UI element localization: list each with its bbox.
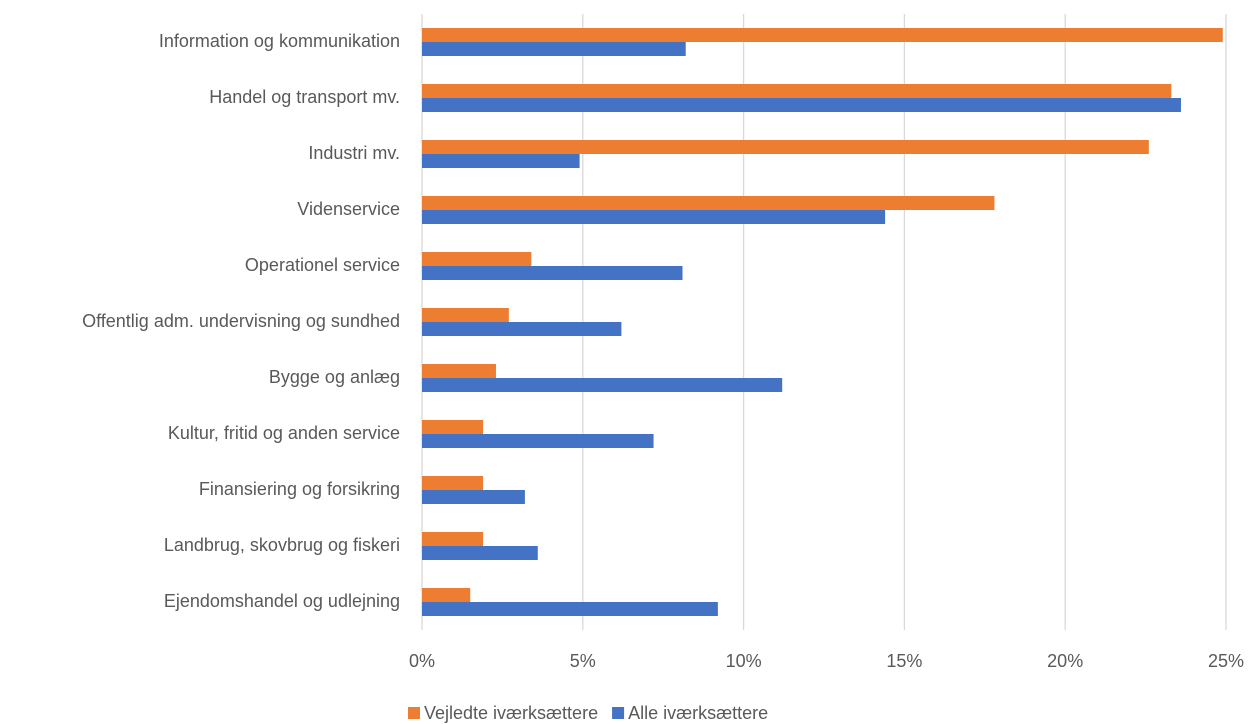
x-tick-label: 25%: [1208, 651, 1244, 671]
y-tick-label: Kultur, fritid og anden service: [168, 423, 400, 443]
bar: [422, 532, 484, 546]
bar: [422, 98, 1181, 112]
bar: [422, 196, 995, 210]
bar: [422, 210, 886, 224]
bar: [422, 42, 686, 56]
bar: [422, 266, 683, 280]
bar: [422, 420, 484, 434]
bar: [422, 154, 580, 168]
bar: [422, 476, 484, 490]
y-tick-label: Ejendomshandel og udlejning: [164, 591, 400, 611]
y-tick-label: Videnservice: [297, 199, 400, 219]
y-tick-label: Industri mv.: [308, 143, 400, 163]
bar: [422, 364, 496, 378]
bar: [422, 252, 532, 266]
x-tick-label: 20%: [1047, 651, 1083, 671]
y-tick-label: Operationel service: [245, 255, 400, 275]
y-tick-label: Information og kommunikation: [159, 31, 400, 51]
bar: [422, 84, 1172, 98]
legend-swatch: [612, 707, 625, 719]
x-tick-label: 5%: [570, 651, 596, 671]
bar: [422, 140, 1149, 154]
bar: [422, 434, 654, 448]
legend-label: Vejledte iværksættere: [424, 703, 598, 723]
y-tick-label: Bygge og anlæg: [269, 367, 400, 387]
bar: [422, 490, 525, 504]
legend-label: Alle iværksættere: [628, 703, 768, 723]
y-tick-label: Finansiering og forsikring: [199, 479, 400, 499]
x-tick-label: 0%: [409, 651, 435, 671]
bar: [422, 602, 718, 616]
bar: [422, 28, 1223, 42]
bar: [422, 588, 471, 602]
bar: [422, 322, 622, 336]
x-tick-label: 15%: [886, 651, 922, 671]
bar: [422, 378, 783, 392]
bar: [422, 546, 538, 560]
y-tick-label: Handel og transport mv.: [209, 87, 400, 107]
y-tick-label: Landbrug, skovbrug og fiskeri: [164, 535, 400, 555]
legend-swatch: [408, 707, 420, 719]
x-tick-label: 10%: [726, 651, 762, 671]
y-tick-label: Offentlig adm. undervisning og sundhed: [82, 311, 400, 331]
bar: [422, 308, 509, 322]
